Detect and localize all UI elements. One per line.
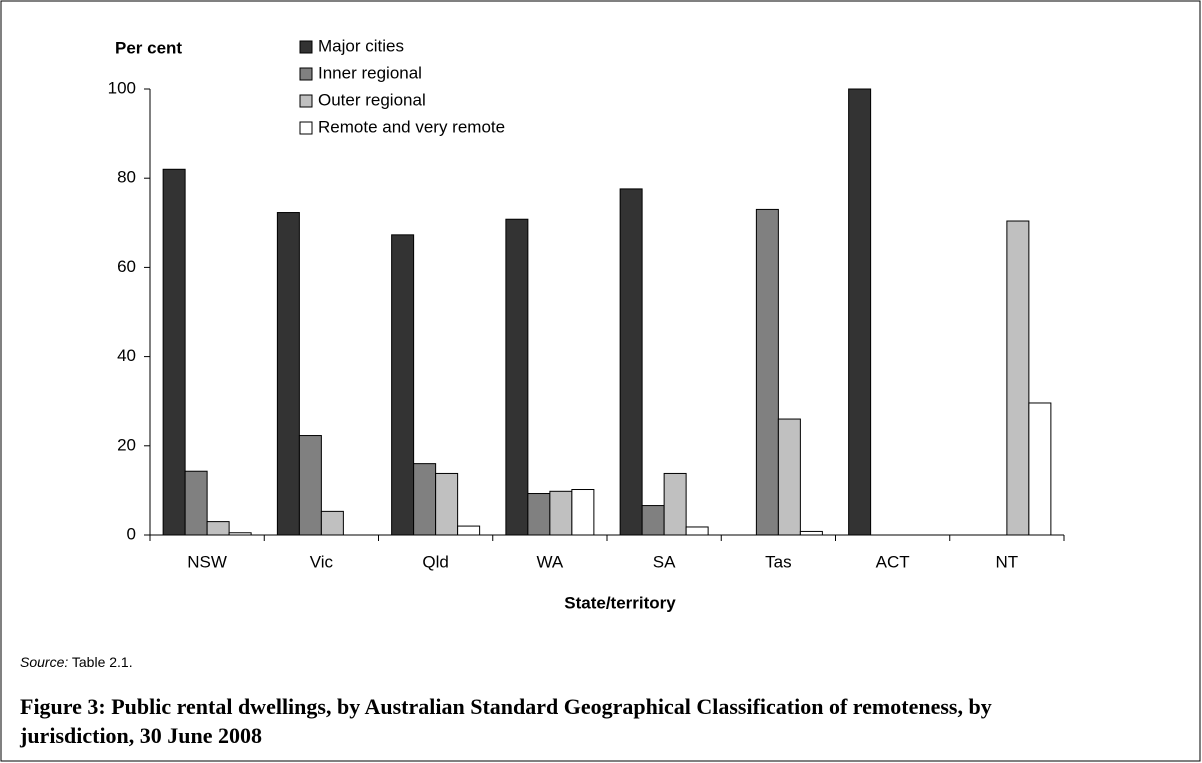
bar — [1028, 402, 1052, 536]
bar — [663, 472, 687, 536]
x-tick-label: Qld — [422, 552, 448, 571]
bar — [184, 470, 208, 536]
legend-label: Major cities — [318, 36, 404, 55]
bar — [457, 525, 481, 536]
y-tick-label: 80 — [117, 168, 136, 187]
y-axis-title: Per cent — [115, 38, 182, 57]
bar — [641, 505, 665, 536]
bar — [276, 212, 300, 536]
legend-label: Inner regional — [318, 63, 422, 82]
y-tick-label: 60 — [117, 257, 136, 276]
bar — [685, 526, 709, 536]
bar — [571, 489, 595, 536]
bar — [391, 234, 415, 536]
x-tick-label: Tas — [765, 552, 791, 571]
x-tick-label: SA — [653, 552, 676, 571]
bar — [320, 510, 344, 536]
legend-swatch — [299, 121, 313, 135]
y-tick-label: 100 — [108, 78, 136, 97]
x-tick-label: NSW — [187, 552, 227, 571]
source-text: Table 2.1. — [71, 654, 133, 670]
bar — [162, 168, 186, 536]
legend-label: Remote and very remote — [318, 117, 505, 136]
x-tick-label: Vic — [310, 552, 334, 571]
bar — [755, 208, 779, 536]
source-label: Source: — [20, 654, 69, 670]
legend-label: Outer regional — [318, 90, 426, 109]
bar — [1006, 220, 1030, 536]
bar — [549, 490, 573, 536]
source: Source: Table 2.1. — [20, 654, 133, 670]
bar — [413, 463, 437, 536]
bar — [505, 218, 529, 536]
x-tick-label: ACT — [876, 552, 910, 571]
bar — [777, 418, 801, 536]
bar — [527, 493, 551, 536]
legend-swatch — [299, 94, 313, 108]
x-tick-label: NT — [996, 552, 1019, 571]
figure-caption: Figure 3: Public rental dwellings, by Au… — [20, 694, 992, 748]
y-tick-label: 20 — [117, 435, 136, 454]
x-axis-title: State/territory — [564, 593, 676, 612]
bar — [435, 472, 459, 536]
bar — [206, 521, 230, 536]
legend-swatch — [299, 67, 313, 81]
bar — [619, 188, 643, 536]
y-tick-label: 0 — [127, 524, 136, 543]
y-tick-label: 40 — [117, 346, 136, 365]
bar — [298, 435, 322, 536]
x-tick-label: WA — [536, 552, 563, 571]
bar — [799, 530, 823, 536]
legend-swatch — [299, 40, 313, 54]
bar — [848, 88, 872, 536]
